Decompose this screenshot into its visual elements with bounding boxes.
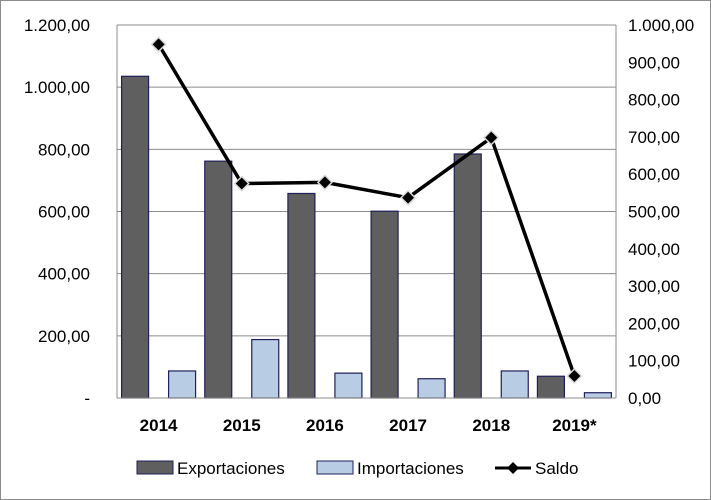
- saldo-line-group: [150, 36, 583, 385]
- right-tick-label: 700,00: [628, 128, 680, 147]
- saldo-marker: [316, 174, 333, 191]
- legend-label-importaciones: Importaciones: [357, 459, 464, 478]
- left-tick-label: 600,00: [38, 203, 90, 222]
- bar-importaciones-2015: [251, 338, 280, 399]
- left-tick-label: 800,00: [38, 140, 90, 159]
- saldo-marker: [233, 175, 250, 192]
- category-label: 2016: [306, 416, 344, 435]
- bar-importaciones-2018: [500, 370, 529, 399]
- legend-label-exportaciones: Exportaciones: [177, 459, 285, 478]
- bar-exportaciones-2018: [453, 153, 482, 399]
- right-tick-label: 600,00: [628, 165, 680, 184]
- bar-exportaciones-2014: [120, 75, 150, 399]
- legend-swatch-importaciones: [316, 460, 354, 475]
- saldo-marker: [566, 367, 583, 385]
- legend-label-saldo: Saldo: [535, 459, 578, 478]
- right-tick-label: 900,00: [628, 53, 680, 72]
- bars: [120, 75, 613, 399]
- bar-exportaciones-2016: [287, 192, 316, 399]
- right-tick-label: 800,00: [628, 91, 680, 110]
- right-tick-label: 200,00: [628, 314, 680, 333]
- bar-exportaciones-2015: [204, 160, 233, 399]
- category-label: 2017: [389, 416, 427, 435]
- bar-exportaciones-2017: [370, 210, 399, 399]
- bar-exportaciones-2019: [536, 375, 566, 399]
- left-tick-label: 400,00: [38, 265, 90, 284]
- category-label: 2014: [140, 416, 178, 435]
- legend: Exportaciones Importaciones Saldo: [136, 459, 578, 478]
- right-tick-label: 0,00: [628, 389, 661, 408]
- right-tick-label: 400,00: [628, 240, 680, 259]
- category-label: 2015: [223, 416, 261, 435]
- category-label: 2018: [472, 416, 510, 435]
- gridlines: [117, 24, 616, 337]
- right-tick-label: 300,00: [628, 277, 680, 296]
- legend-swatch-exportaciones: [136, 460, 174, 475]
- left-tick-label: -: [84, 389, 90, 408]
- left-tick-label: 200,00: [38, 327, 90, 346]
- bar-importaciones-2017: [417, 378, 446, 399]
- category-label: 2019*: [552, 416, 597, 435]
- right-tick-label: 1.000,00: [628, 16, 694, 35]
- axes: - 200,00 400,00 600,00 800,00 1.000,00 1.200,0…: [24, 16, 694, 435]
- left-tick-label: 1.200,00: [24, 16, 90, 35]
- saldo-marker: [150, 36, 167, 53]
- bar-importaciones-2014: [167, 370, 197, 399]
- right-tick-label: 500,00: [628, 203, 680, 222]
- left-tick-label: 1.000,00: [24, 78, 90, 97]
- bar-importaciones-2016: [334, 372, 363, 399]
- saldo-marker: [400, 189, 417, 206]
- right-tick-label: 100,00: [628, 352, 680, 371]
- saldo-marker: [483, 129, 500, 146]
- saldo-line: [157, 43, 577, 377]
- bar-importaciones-2019: [583, 392, 613, 399]
- legend-marker-saldo: [507, 462, 519, 474]
